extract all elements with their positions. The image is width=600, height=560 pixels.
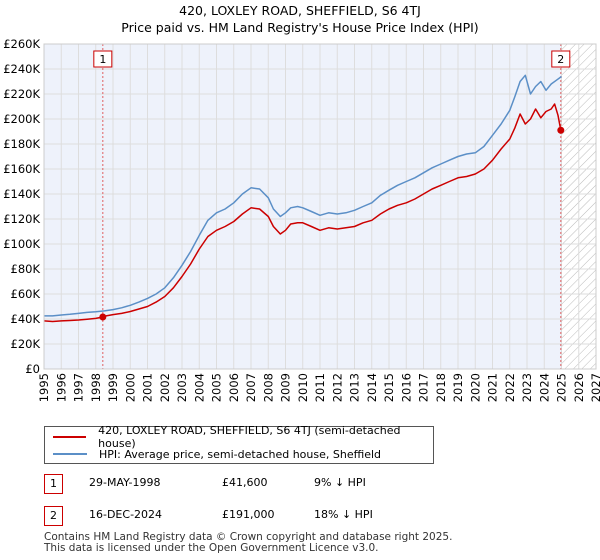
x-tick-label: 1998: [89, 373, 103, 402]
sale-label-box-1: [93, 50, 113, 68]
legend-item-hpi: HPI: Average price, semi-detached house,…: [53, 446, 381, 462]
x-tick-label: 2007: [244, 373, 258, 402]
x-tick-label: 2002: [158, 373, 172, 402]
footer: Contains HM Land Registry data © Crown c…: [44, 532, 452, 554]
x-tick-label: 1996: [54, 373, 68, 402]
x-tick-label: 2027: [589, 373, 600, 402]
x-tick-label: 2023: [520, 373, 534, 402]
footer-line-1: Contains HM Land Registry data © Crown c…: [44, 531, 453, 543]
sale-date-1: 29-MAY-1998: [89, 476, 161, 489]
sale-badge-1: 1: [44, 474, 63, 494]
chart-title: 420, LOXLEY ROAD, SHEFFIELD, S6 4TJ: [179, 3, 421, 18]
x-tick-label: 2006: [227, 373, 241, 402]
y-tick-label: £200K: [3, 112, 40, 126]
x-tick-label: 2021: [486, 373, 500, 402]
x-tick-label: 2020: [468, 373, 482, 402]
x-tick-label: 2003: [175, 373, 189, 402]
x-tick-label: 2018: [434, 373, 448, 402]
y-tick-label: £160K: [3, 162, 40, 176]
legend-swatch-property: [53, 436, 87, 438]
series-line-hpi: [44, 74, 562, 317]
legend-label-hpi: HPI: Average price, semi-detached house,…: [99, 447, 382, 461]
y-tick-label: £120K: [3, 212, 40, 226]
x-tick-label: 2000: [123, 373, 137, 402]
x-tick-label: 2017: [417, 373, 431, 402]
y-tick-label: £180K: [3, 137, 40, 151]
chart-legend: 420, LOXLEY ROAD, SHEFFIELD, S6 4TJ (sem…: [44, 424, 434, 464]
sale-hpi-note-2: 18% ↓ HPI: [314, 508, 373, 521]
x-tick-label: 1997: [72, 373, 86, 402]
x-tick-label: 2008: [261, 373, 275, 402]
x-tick-label: 2005: [210, 373, 224, 402]
x-tick-label: 2025: [555, 373, 569, 402]
x-tick-label: 1999: [106, 373, 120, 402]
y-tick-label: £100K: [3, 237, 40, 251]
y-tick-label: £40K: [11, 312, 41, 326]
x-tick-label: 2014: [365, 373, 379, 402]
x-tick-label: 2016: [399, 373, 413, 402]
x-tick-label: 2026: [572, 373, 586, 402]
sale-label-box-2: [551, 50, 571, 68]
x-tick-label: 2010: [296, 373, 310, 402]
plot-frame: [43, 43, 597, 370]
legend-label-property: 420, LOXLEY ROAD, SHEFFIELD, S6 4TJ (sem…: [98, 424, 401, 450]
series-line-property: [43, 103, 562, 323]
legend-item-property: 420, LOXLEY ROAD, SHEFFIELD, S6 4TJ (sem…: [53, 424, 433, 450]
y-tick-label: £220K: [3, 87, 40, 101]
x-tick-label: 2012: [330, 373, 344, 402]
sale-point-2: [557, 126, 565, 134]
chart-subtitle: Price paid vs. HM Land Registry's House …: [121, 20, 479, 35]
y-tick-label: £140K: [3, 187, 40, 201]
price-chart: £0 £20K £40K £60K £80K £100K £120K £140K £160K £1…: [3, 37, 600, 402]
x-tick-label: 1995: [37, 373, 51, 402]
x-tick-label: 2004: [192, 373, 206, 402]
y-tick-label: £20K: [11, 337, 41, 351]
sale-price-1: £41,600: [222, 476, 268, 489]
sale-point-1: [99, 313, 107, 321]
sale-label-2: 2: [557, 53, 564, 66]
x-tick-label: 2024: [537, 373, 551, 402]
x-tick-label: 2022: [503, 373, 517, 402]
sale-label-1: 1: [99, 53, 106, 66]
footer-line-2: This data is licensed under the Open Gov…: [44, 542, 379, 554]
x-tick-label: 2009: [279, 373, 293, 402]
x-tick-label: 2001: [141, 373, 155, 402]
y-tick-label: £60K: [11, 287, 41, 301]
x-tick-label: 2011: [313, 373, 327, 402]
y-tick-label: £260K: [3, 37, 40, 51]
y-tick-label: £80K: [11, 262, 41, 276]
sale-hpi-note-1: 9% ↓ HPI: [314, 476, 366, 489]
sale-price-2: £191,000: [222, 508, 275, 521]
y-tick-label: £0: [25, 362, 40, 376]
sale-badge-2: 2: [44, 506, 63, 526]
x-tick-label: 2013: [348, 373, 362, 402]
sale-date-2: 16-DEC-2024: [89, 508, 163, 521]
chart-title-block: 420, LOXLEY ROAD, SHEFFIELD, S6 4TJ Pric…: [0, 2, 600, 36]
x-tick-label: 2015: [382, 373, 396, 402]
y-tick-label: £240K: [3, 62, 40, 76]
x-tick-label: 2019: [451, 373, 465, 402]
legend-swatch-hpi: [53, 453, 87, 455]
